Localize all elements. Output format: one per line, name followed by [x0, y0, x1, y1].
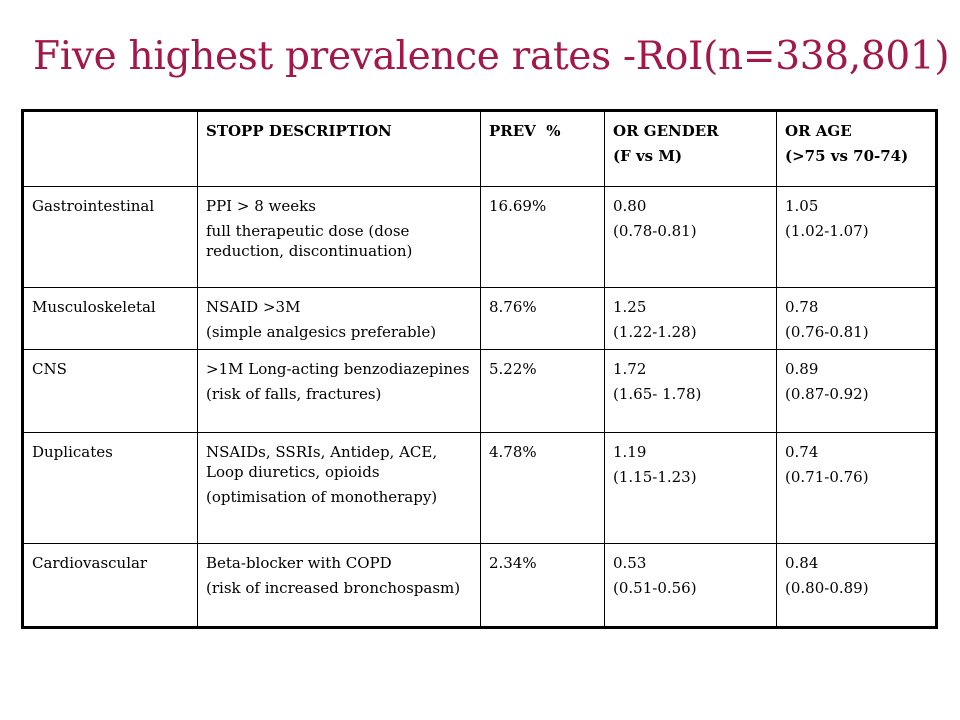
description-note: (risk of increased bronchospasm): [206, 579, 461, 598]
or-age-value: 1.05: [785, 197, 819, 215]
or-age-value: 0.78: [785, 297, 819, 316]
description-note: full therapeutic dose (dose reduction, d…: [206, 222, 413, 260]
or-age-ci: (0.80-0.89): [785, 579, 869, 598]
table-row: Musculoskeletal NSAID >3M (simple analge…: [22, 286, 937, 350]
prev-value: 2.34%: [489, 554, 537, 573]
or-gender-cell: 0.80 (0.78-0.81): [604, 186, 777, 288]
category-label: Cardiovascular: [32, 554, 148, 573]
or-gender-value: 1.19: [613, 443, 647, 462]
header-label: OR AGE: [785, 122, 852, 140]
description-text: NSAIDs, SSRIs, Antidep, ACE, Loop diuret…: [206, 443, 438, 482]
prev-value: 8.76%: [489, 297, 537, 316]
category-cell: CNS: [22, 348, 198, 434]
header-cell-prev: PREV %: [480, 110, 605, 187]
description-text: >1M Long-acting benzodiazepines: [206, 359, 470, 378]
category-cell: Musculoskeletal: [22, 286, 198, 350]
header-label: OR GENDER: [613, 122, 719, 140]
or-age-cell: 1.05 (1.02-1.07): [776, 186, 937, 288]
header-cell-or-gender: OR GENDER (F vs M): [604, 110, 777, 187]
or-gender-value: 1.25: [613, 297, 647, 316]
description-cell: NSAID >3M (simple analgesics preferable): [197, 286, 481, 350]
category-label: Musculoskeletal: [32, 297, 156, 316]
description-cell: NSAIDs, SSRIs, Antidep, ACE, Loop diuret…: [197, 432, 481, 545]
slide-title: Five highest prevalence rates -RoI(n=338…: [33, 34, 950, 79]
category-cell: Gastrointestinal: [22, 186, 198, 288]
category-cell: Cardiovascular: [22, 543, 198, 628]
header-cell-stopp-description: STOPP DESCRIPTION: [197, 110, 481, 187]
or-age-ci: (0.71-0.76): [785, 468, 869, 487]
prev-cell: 5.22%: [480, 348, 605, 434]
or-gender-cell: 1.72 (1.65- 1.78): [604, 348, 777, 434]
or-gender-cell: 1.25 (1.22-1.28): [604, 286, 777, 350]
category-label: CNS: [32, 359, 67, 378]
or-gender-ci: (0.78-0.81): [613, 222, 697, 240]
or-age-cell: 0.84 (0.80-0.89): [776, 543, 937, 628]
or-age-value: 0.84: [785, 554, 819, 573]
table-row: Gastrointestinal PPI > 8 weeks full ther…: [22, 186, 937, 288]
prev-cell: 2.34%: [480, 543, 605, 628]
or-gender-cell: 1.19 (1.15-1.23): [604, 432, 777, 545]
header-cell-blank: [22, 110, 198, 187]
description-cell: PPI > 8 weeks full therapeutic dose (dos…: [197, 186, 481, 288]
or-age-cell: 0.78 (0.76-0.81): [776, 286, 937, 350]
header-sublabel: (F vs M): [613, 147, 683, 165]
or-gender-cell: 0.53 (0.51-0.56): [604, 543, 777, 628]
description-note: (simple analgesics preferable): [206, 322, 437, 341]
or-gender-value: 1.72: [613, 359, 647, 378]
description-note: (risk of falls, fractures): [206, 384, 382, 403]
category-label: Gastrointestinal: [32, 197, 155, 215]
description-text: NSAID >3M: [206, 297, 301, 316]
description-cell: >1M Long-acting benzodiazepines (risk of…: [197, 348, 481, 434]
table-row: Cardiovascular Beta-blocker with COPD (r…: [22, 543, 937, 628]
category-label: Duplicates: [32, 443, 113, 462]
or-gender-ci: (1.65- 1.78): [613, 384, 702, 403]
category-cell: Duplicates: [22, 432, 198, 545]
or-age-cell: 0.74 (0.71-0.76): [776, 432, 937, 545]
description-text: Beta-blocker with COPD: [206, 554, 392, 573]
header-cell-or-age: OR AGE (>75 vs 70-74): [776, 110, 937, 187]
prev-value: 16.69%: [489, 197, 547, 215]
or-age-value: 0.74: [785, 443, 819, 462]
header-label: STOPP DESCRIPTION: [206, 122, 392, 140]
or-age-ci: (1.02-1.07): [785, 222, 869, 240]
or-age-cell: 0.89 (0.87-0.92): [776, 348, 937, 434]
stopp-table: STOPP DESCRIPTION PREV % OR GENDER (F vs…: [21, 109, 938, 629]
or-gender-ci: (1.22-1.28): [613, 322, 697, 341]
table-row: CNS >1M Long-acting benzodiazepines (ris…: [22, 348, 937, 434]
description-note: (optimisation of monotherapy): [206, 488, 438, 507]
or-gender-value: 0.53: [613, 554, 647, 573]
prev-cell: 16.69%: [480, 186, 605, 288]
table-row: Duplicates NSAIDs, SSRIs, Antidep, ACE, …: [22, 432, 937, 545]
prev-value: 4.78%: [489, 443, 537, 462]
description-cell: Beta-blocker with COPD (risk of increase…: [197, 543, 481, 628]
or-gender-ci: (0.51-0.56): [613, 579, 697, 598]
or-age-value: 0.89: [785, 359, 819, 378]
or-age-ci: (0.87-0.92): [785, 384, 869, 403]
prev-cell: 8.76%: [480, 286, 605, 350]
prev-value: 5.22%: [489, 359, 537, 378]
description-text: PPI > 8 weeks: [206, 197, 316, 215]
prev-cell: 4.78%: [480, 432, 605, 545]
header-row: STOPP DESCRIPTION PREV % OR GENDER (F vs…: [22, 110, 937, 187]
header-label: PREV %: [489, 122, 561, 140]
or-age-ci: (0.76-0.81): [785, 322, 869, 341]
or-gender-ci: (1.15-1.23): [613, 468, 697, 487]
header-sublabel: (>75 vs 70-74): [785, 147, 909, 165]
or-gender-value: 0.80: [613, 197, 647, 215]
